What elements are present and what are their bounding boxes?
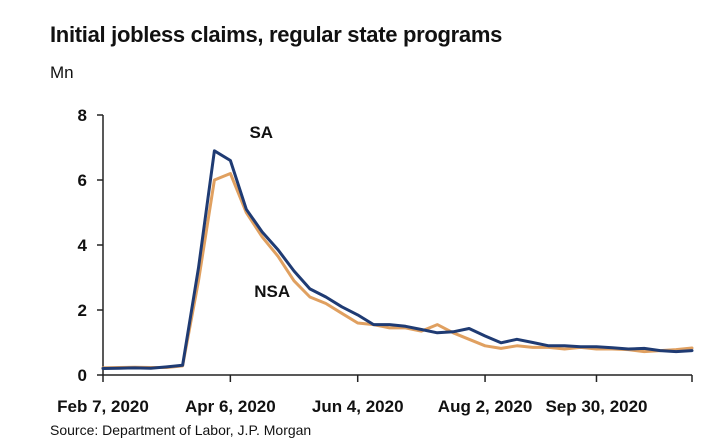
y-axis-unit-label: Mn xyxy=(50,63,74,82)
y-tick-label: 0 xyxy=(78,366,87,385)
series-label-nsa: NSA xyxy=(254,282,290,301)
x-tick-label: Feb 7, 2020 xyxy=(57,397,149,416)
x-tick-label: Jun 4, 2020 xyxy=(312,397,404,416)
x-tick-label: Sep 30, 2020 xyxy=(545,397,647,416)
y-tick-label: 8 xyxy=(78,106,87,125)
chart-series xyxy=(101,149,694,370)
source-note: Source: Department of Labor, J.P. Morgan xyxy=(50,422,312,438)
series-label-sa: SA xyxy=(249,123,273,142)
y-tick-label: 6 xyxy=(78,171,87,190)
chart-title: Initial jobless claims, regular state pr… xyxy=(50,22,503,47)
chart-annotations: SA NSA xyxy=(249,123,290,301)
y-tick-label: 2 xyxy=(78,301,87,320)
chart-axes: 0 2 4 6 8 Feb 7, 2020 Apr 6, 2020 Jun 4, 2020 Au… xyxy=(57,106,693,416)
x-tick-label: Aug 2, 2020 xyxy=(438,397,533,416)
series-line-sa xyxy=(101,149,694,370)
series-line-nsa xyxy=(101,172,694,370)
x-tick-label: Apr 6, 2020 xyxy=(185,397,276,416)
y-tick-label: 4 xyxy=(78,236,88,255)
